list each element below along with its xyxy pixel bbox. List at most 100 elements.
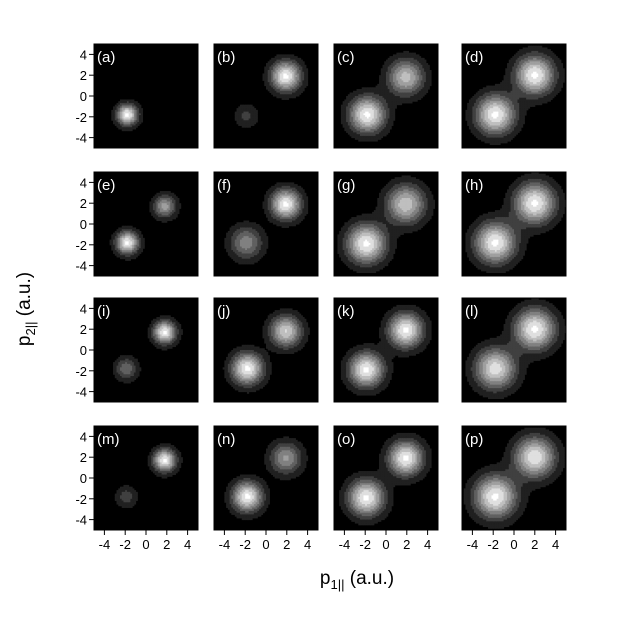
heatmap-cell (346, 125, 349, 128)
heatmap-cell (342, 118, 345, 121)
heatmap-cell (380, 75, 384, 78)
heatmap-cell (283, 73, 286, 76)
heatmap-cell (255, 115, 258, 118)
heatmap-cell (386, 101, 389, 104)
heatmap-cell (370, 123, 373, 126)
heatmap-cell (278, 75, 281, 78)
heatmap-cell (238, 106, 241, 109)
heatmap-cell (278, 90, 281, 94)
heatmap-cell (286, 59, 290, 62)
heatmap-cell (361, 139, 364, 142)
heatmap-cell (346, 101, 349, 104)
heatmap-cell (342, 113, 345, 116)
heatmap-cell (386, 59, 389, 62)
heatmap-cell (391, 63, 394, 66)
heatmap-cell (295, 64, 298, 68)
heatmap-cell (288, 85, 291, 88)
heatmap-cell (392, 75, 396, 78)
heatmap-cell (354, 122, 358, 125)
heatmap-cell (366, 116, 370, 120)
heatmap-cell (406, 61, 410, 64)
heatmap-cell (356, 89, 359, 92)
heatmap-cell (354, 94, 358, 97)
heatmap-cell (121, 125, 124, 128)
heatmap-cell (288, 63, 291, 66)
heatmap-cell (389, 113, 392, 116)
heatmap-cell (234, 111, 238, 114)
heatmap-cell (373, 120, 377, 123)
heatmap-cell (356, 116, 359, 120)
heatmap-cell (389, 99, 392, 102)
heatmap-cell (114, 118, 118, 121)
heatmap-cell (380, 90, 384, 94)
heatmap-cell (365, 102, 368, 106)
heatmap-cell (272, 90, 276, 94)
heatmap-cell (366, 92, 370, 95)
heatmap-cell (382, 73, 385, 76)
heatmap-cell (387, 61, 390, 64)
heatmap-cell (382, 118, 385, 121)
heatmap-cell (370, 109, 373, 113)
heatmap-cell (269, 71, 272, 74)
heatmap-cell (295, 73, 298, 76)
heatmap-cell (392, 76, 396, 80)
heatmap-cell (368, 113, 371, 116)
heatmap-cell (391, 70, 394, 73)
heatmap-cell (353, 130, 356, 133)
heatmap-cell (295, 66, 298, 69)
heatmap-cell (266, 71, 269, 74)
heatmap-cell (391, 113, 394, 116)
heatmap-cell (406, 71, 410, 74)
heatmap-cell (288, 92, 291, 95)
heatmap-cell (353, 94, 356, 97)
heatmap-cell (344, 120, 347, 123)
heatmap-cell (373, 94, 377, 97)
heatmap-cell (240, 111, 243, 114)
heatmap-cell (370, 94, 373, 97)
heatmap-cell (380, 127, 384, 130)
heatmap-cell (240, 115, 243, 118)
heatmap-cell (354, 128, 358, 132)
heatmap-cell (387, 73, 390, 76)
heatmap-cell (298, 89, 302, 92)
heatmap-cell (351, 132, 354, 135)
heatmap-cell (375, 125, 378, 128)
heatmap-cell (373, 132, 377, 135)
heatmap-cell (398, 80, 401, 83)
heatmap-cell (365, 101, 368, 104)
heatmap-cell (406, 64, 410, 68)
heatmap-cell (116, 109, 119, 113)
heatmap-cell (386, 64, 389, 68)
heatmap-cell (379, 83, 382, 87)
heatmap-cell (305, 70, 309, 73)
heatmap-cell (347, 123, 351, 126)
heatmap-cell (356, 128, 359, 132)
heatmap-cell (266, 82, 269, 85)
heatmap-cell (349, 108, 352, 111)
heatmap-cell (126, 116, 130, 120)
heatmap-cell (304, 78, 307, 81)
heatmap-cell (123, 104, 126, 107)
heatmap-cell (401, 80, 404, 83)
heatmap-cell (368, 120, 371, 123)
heatmap-cell (340, 120, 344, 123)
heatmap-cell (305, 80, 309, 83)
heatmap-cell (396, 94, 399, 97)
heatmap-cell (358, 104, 361, 107)
heatmap-cell (140, 108, 144, 111)
heatmap-cell (401, 96, 404, 99)
heatmap-cell (344, 109, 347, 113)
heatmap-cell (285, 82, 288, 85)
heatmap-cell (279, 57, 283, 61)
heatmap-cell (241, 120, 244, 123)
heatmap-cell (250, 106, 253, 109)
heatmap-cell (133, 104, 137, 107)
heatmap-cell (288, 90, 291, 94)
heatmap-cell (274, 87, 277, 90)
heatmap-cell (113, 113, 116, 116)
heatmap-cell (358, 99, 361, 102)
heatmap-cell (285, 54, 288, 57)
heatmap-cell (279, 68, 283, 71)
heatmap-cell (387, 108, 390, 111)
heatmap-cell (379, 89, 382, 92)
